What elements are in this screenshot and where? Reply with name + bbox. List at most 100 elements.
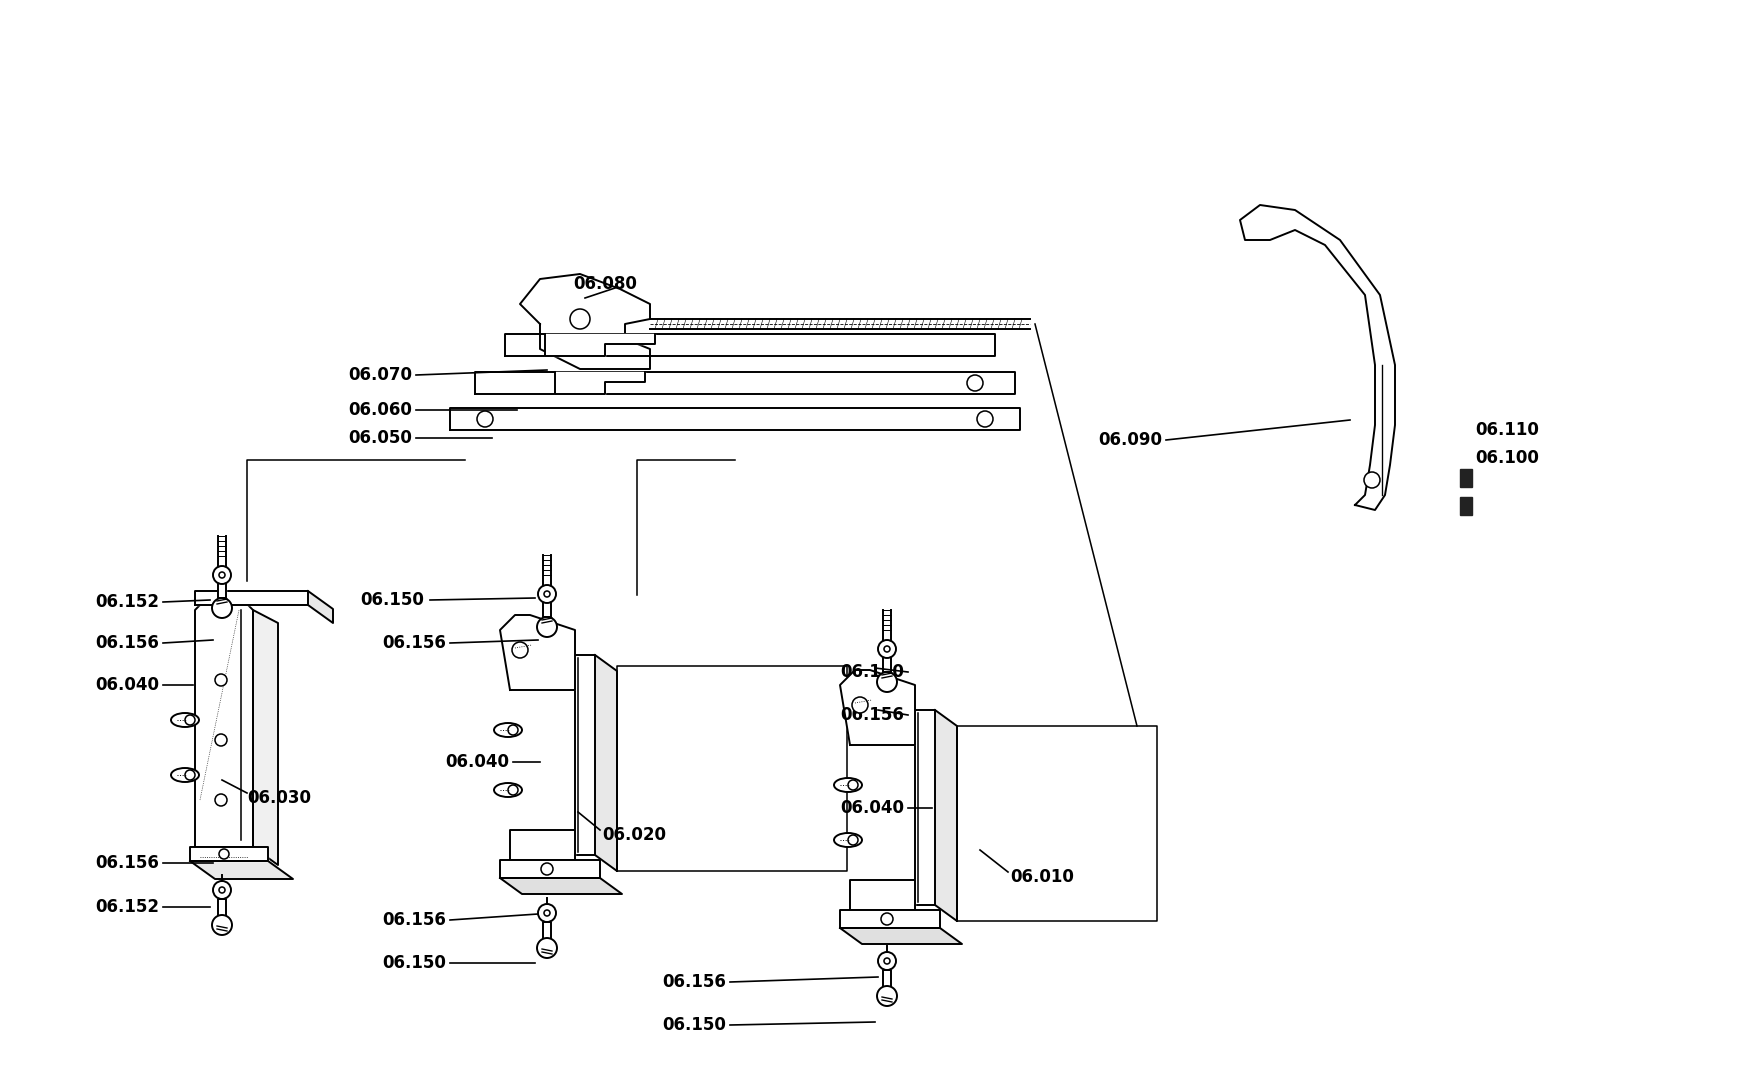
Text: 06.110: 06.110	[1475, 421, 1537, 439]
Circle shape	[537, 904, 556, 922]
Text: 06.150: 06.150	[661, 1016, 725, 1034]
Ellipse shape	[494, 783, 522, 797]
Polygon shape	[190, 861, 292, 878]
Circle shape	[537, 938, 556, 958]
Circle shape	[976, 411, 993, 427]
Circle shape	[212, 598, 231, 618]
Polygon shape	[190, 847, 268, 861]
Text: 06.010: 06.010	[1009, 868, 1073, 886]
Circle shape	[852, 697, 868, 713]
Circle shape	[537, 617, 556, 637]
Polygon shape	[195, 605, 252, 847]
Circle shape	[184, 770, 195, 780]
Polygon shape	[217, 899, 226, 915]
Circle shape	[967, 374, 983, 391]
Polygon shape	[840, 928, 962, 944]
Polygon shape	[499, 615, 574, 690]
Circle shape	[219, 887, 224, 893]
Circle shape	[544, 910, 550, 916]
Polygon shape	[1240, 205, 1395, 510]
Circle shape	[508, 785, 518, 795]
Text: 06.150: 06.150	[383, 954, 445, 972]
Text: 06.030: 06.030	[247, 789, 311, 807]
Circle shape	[212, 881, 231, 899]
Text: 06.060: 06.060	[348, 401, 412, 419]
Circle shape	[883, 646, 889, 652]
Polygon shape	[934, 710, 956, 921]
Circle shape	[219, 849, 230, 859]
Text: 06.100: 06.100	[1475, 449, 1537, 467]
Polygon shape	[217, 584, 226, 598]
Text: 06.156: 06.156	[661, 973, 725, 991]
Circle shape	[544, 591, 550, 597]
Circle shape	[216, 734, 226, 746]
Circle shape	[508, 725, 518, 735]
Circle shape	[847, 835, 857, 845]
Polygon shape	[308, 591, 332, 623]
Polygon shape	[956, 727, 1156, 921]
Polygon shape	[475, 372, 1014, 394]
Polygon shape	[499, 860, 600, 878]
Polygon shape	[543, 603, 551, 617]
Polygon shape	[510, 830, 574, 860]
Polygon shape	[840, 910, 939, 928]
Text: 06.040: 06.040	[840, 799, 904, 817]
Polygon shape	[195, 591, 308, 605]
Polygon shape	[252, 610, 278, 865]
Polygon shape	[574, 655, 595, 855]
Circle shape	[212, 566, 231, 584]
Text: 06.150: 06.150	[840, 663, 903, 681]
Text: 06.070: 06.070	[348, 366, 412, 384]
Polygon shape	[840, 670, 915, 745]
Text: 06.156: 06.156	[96, 854, 158, 872]
Text: 06.156: 06.156	[383, 911, 445, 929]
Circle shape	[541, 863, 553, 875]
Circle shape	[511, 642, 527, 658]
Polygon shape	[882, 970, 890, 985]
Polygon shape	[850, 880, 915, 910]
Polygon shape	[617, 666, 847, 871]
Ellipse shape	[833, 834, 861, 847]
Text: 06.040: 06.040	[96, 676, 158, 694]
Text: 06.080: 06.080	[572, 275, 636, 293]
Polygon shape	[595, 655, 617, 871]
Circle shape	[847, 780, 857, 790]
Circle shape	[537, 585, 556, 603]
Polygon shape	[499, 878, 621, 895]
Circle shape	[219, 572, 224, 578]
Text: 06.020: 06.020	[602, 826, 666, 844]
Circle shape	[878, 952, 896, 970]
Circle shape	[212, 915, 231, 935]
Text: 06.150: 06.150	[360, 591, 424, 609]
Text: 06.090: 06.090	[1097, 431, 1162, 449]
Text: 06.156: 06.156	[840, 706, 903, 724]
Circle shape	[880, 913, 892, 924]
Polygon shape	[555, 372, 645, 394]
Polygon shape	[1459, 496, 1471, 515]
Ellipse shape	[494, 723, 522, 737]
Text: 06.040: 06.040	[445, 753, 510, 771]
Polygon shape	[543, 922, 551, 938]
Circle shape	[878, 640, 896, 658]
Text: 06.050: 06.050	[348, 429, 412, 447]
Circle shape	[184, 715, 195, 725]
Circle shape	[216, 794, 226, 806]
Circle shape	[476, 411, 492, 427]
Text: 06.152: 06.152	[96, 593, 158, 611]
Polygon shape	[504, 334, 995, 356]
Text: 06.156: 06.156	[96, 635, 158, 652]
Polygon shape	[915, 710, 934, 905]
Circle shape	[570, 309, 590, 328]
Circle shape	[883, 958, 889, 964]
Circle shape	[876, 985, 897, 1006]
Circle shape	[1363, 472, 1379, 488]
Polygon shape	[544, 334, 654, 356]
Ellipse shape	[170, 768, 198, 782]
Circle shape	[876, 672, 897, 692]
Ellipse shape	[833, 778, 861, 792]
Polygon shape	[520, 274, 650, 369]
Circle shape	[216, 674, 226, 686]
Text: 06.156: 06.156	[383, 635, 445, 652]
Polygon shape	[1459, 469, 1471, 487]
Polygon shape	[882, 658, 890, 672]
